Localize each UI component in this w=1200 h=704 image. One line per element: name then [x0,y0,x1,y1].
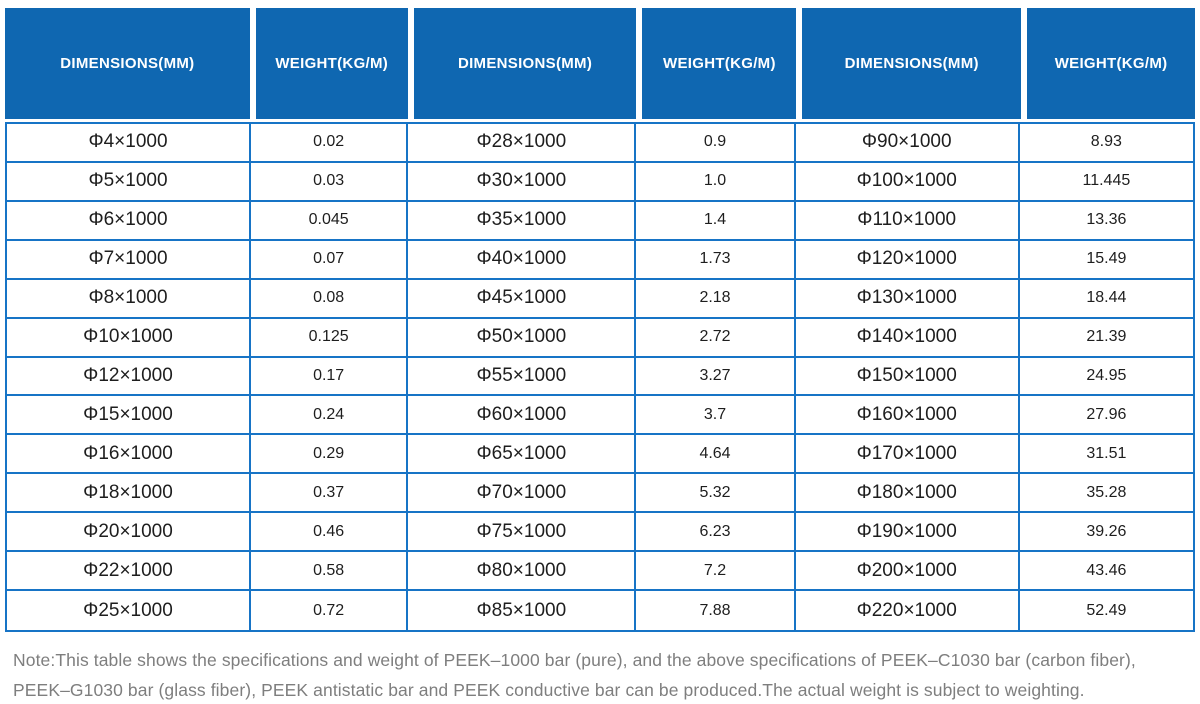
weight-cell: 3.7 [636,396,796,436]
weight-cell: 31.51 [1019,435,1193,475]
weight-cell: 0.17 [250,357,409,397]
dimension-cell: Φ75×1000 [408,513,637,553]
weight-cell: 24.95 [1019,357,1193,397]
weight-cell: 0.72 [250,591,409,630]
dimension-cell: Φ28×1000 [408,124,637,163]
weight-cell: 2.72 [636,318,796,358]
dimension-cell: Φ150×1000 [795,357,1020,397]
dimension-cell: Φ7×1000 [7,240,251,280]
weight-cell: 8.93 [1019,124,1193,163]
dimension-cell: Φ85×1000 [408,591,637,630]
weight-cell: 0.03 [250,162,409,202]
column-header-dimensions-1: DIMENSIONS(MM) [5,8,250,119]
dimension-cell: Φ55×1000 [408,357,637,397]
weight-cell: 0.02 [250,124,409,163]
dimension-cell: Φ20×1000 [7,513,251,553]
weight-cell: 7.2 [636,552,796,592]
dimension-cell: Φ130×1000 [795,279,1020,319]
dimension-cell: Φ180×1000 [795,474,1020,514]
weight-cell: 43.46 [1019,552,1193,592]
dimension-cell: Φ190×1000 [795,513,1020,553]
dimension-cell: Φ16×1000 [7,435,251,475]
weight-cell: 0.29 [250,435,409,475]
weight-cell: 1.73 [636,240,796,280]
dimension-cell: Φ65×1000 [408,435,637,475]
dimension-cell: Φ35×1000 [408,201,637,241]
column-header-dimensions-3: DIMENSIONS(MM) [796,8,1022,119]
weight-cell: 1.0 [636,162,796,202]
dimension-cell: Φ170×1000 [795,435,1020,475]
weight-cell: 0.9 [636,124,796,163]
dimension-cell: Φ30×1000 [408,162,637,202]
weight-cell: 0.24 [250,396,409,436]
weight-cell: 1.4 [636,201,796,241]
note-line: PEEK–G1030 bar (glass fiber), PEEK antis… [13,680,1085,700]
table-body: Φ4×1000 0.02 Φ28×1000 0.9 Φ90×1000 8.93 Φ5×100… [5,122,1195,632]
weight-cell: 52.49 [1019,591,1193,630]
weight-cell: 0.46 [250,513,409,553]
weight-cell: 13.36 [1019,201,1193,241]
dimension-cell: Φ15×1000 [7,396,251,436]
weight-cell: 0.08 [250,279,409,319]
dimension-cell: Φ60×1000 [408,396,637,436]
weight-cell: 2.18 [636,279,796,319]
weight-cell: 0.125 [250,318,409,358]
weight-cell: 11.445 [1019,162,1193,202]
weight-cell: 27.96 [1019,396,1193,436]
weight-cell: 0.045 [250,201,409,241]
weight-cell: 0.58 [250,552,409,592]
dimension-cell: Φ140×1000 [795,318,1020,358]
dimension-cell: Φ40×1000 [408,240,637,280]
dimension-cell: Φ160×1000 [795,396,1020,436]
dimension-cell: Φ25×1000 [7,591,251,630]
dimension-cell: Φ5×1000 [7,162,251,202]
weight-cell: 15.49 [1019,240,1193,280]
dimension-cell: Φ70×1000 [408,474,637,514]
weight-cell: 35.28 [1019,474,1193,514]
weight-cell: 21.39 [1019,318,1193,358]
dimension-cell: Φ90×1000 [795,124,1020,163]
dimension-cell: Φ50×1000 [408,318,637,358]
dimension-cell: Φ220×1000 [795,591,1020,630]
weight-cell: 0.07 [250,240,409,280]
weight-cell: 0.37 [250,474,409,514]
dimension-cell: Φ120×1000 [795,240,1020,280]
weight-cell: 6.23 [636,513,796,553]
column-header-dimensions-2: DIMENSIONS(MM) [407,8,637,119]
dimension-cell: Φ10×1000 [7,318,251,358]
table-header-row: DIMENSIONS(MM) WEIGHT(KG/M) DIMENSIONS(M… [5,8,1195,119]
weight-cell: 18.44 [1019,279,1193,319]
dimension-cell: Φ12×1000 [7,357,251,397]
dimension-cell: Φ45×1000 [408,279,637,319]
weight-cell: 7.88 [636,591,796,630]
dimension-cell: Φ100×1000 [795,162,1020,202]
weight-cell: 3.27 [636,357,796,397]
dimension-cell: Φ18×1000 [7,474,251,514]
dimension-cell: Φ6×1000 [7,201,251,241]
dimension-cell: Φ4×1000 [7,124,251,163]
spec-table: DIMENSIONS(MM) WEIGHT(KG/M) DIMENSIONS(M… [5,8,1195,704]
column-header-weight-2: WEIGHT(KG/M) [636,8,797,119]
note-line: Note:This table shows the specifications… [13,650,1136,670]
dimension-cell: Φ80×1000 [408,552,637,592]
weight-cell: 4.64 [636,435,796,475]
weight-cell: 5.32 [636,474,796,514]
dimension-cell: Φ110×1000 [795,201,1020,241]
dimension-cell: Φ200×1000 [795,552,1020,592]
column-header-weight-1: WEIGHT(KG/M) [249,8,408,119]
column-header-weight-3: WEIGHT(KG/M) [1021,8,1195,119]
weight-cell: 39.26 [1019,513,1193,553]
note-text: Note:This table shows the specifications… [13,645,1195,704]
dimension-cell: Φ8×1000 [7,279,251,319]
dimension-cell: Φ22×1000 [7,552,251,592]
